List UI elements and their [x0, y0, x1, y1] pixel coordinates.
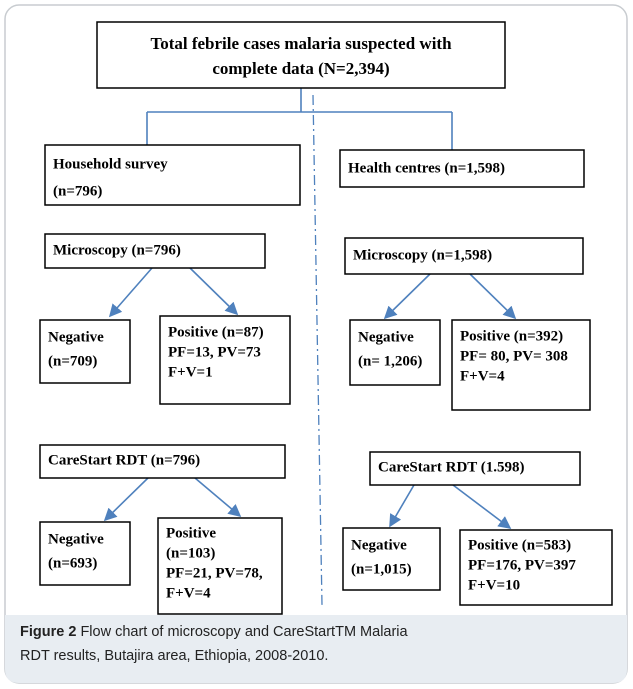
node-label: PF=21, PV=78, [166, 565, 263, 581]
node-label: PF=176, PV=397 [468, 557, 576, 573]
node-label: Positive (n=87) [168, 324, 264, 340]
node-label: Microscopy (n=1,598) [353, 247, 492, 263]
node-label: (n=796) [53, 183, 102, 199]
node-label: (n=709) [48, 353, 97, 369]
node-label: Household survey [53, 156, 168, 172]
node-label: Health centres (n=1,598) [348, 160, 505, 176]
node-label: Positive [166, 525, 216, 541]
node-box [451, 319, 591, 411]
caption-label: Figure 2 [20, 624, 76, 640]
node-label: CareStart RDT (1.598) [378, 459, 525, 475]
node-label: PF=13, PV=73 [168, 344, 261, 360]
node-box [39, 444, 286, 479]
node-label: (n=1,015) [351, 561, 412, 577]
node-box [342, 527, 441, 591]
node-box [339, 149, 585, 188]
node-box [369, 451, 581, 486]
node-label: Negative [48, 329, 104, 345]
node-label: Total febrile cases malaria suspected wi… [150, 34, 452, 53]
node-box [44, 144, 301, 206]
node-label: Negative [351, 537, 407, 553]
node-label: (n= 1,206) [358, 353, 422, 369]
node-label: PF= 80, PV= 308 [460, 348, 568, 364]
node-label: CareStart RDT (n=796) [48, 452, 200, 468]
caption-text: RDT results, Butajira area, Ethiopia, 20… [20, 648, 328, 664]
arrows [103, 267, 517, 529]
node-label: F+V=10 [468, 577, 520, 593]
node-label: Negative [358, 329, 414, 345]
node-label: F+V=4 [166, 585, 211, 601]
node-label: complete data (N=2,394) [212, 59, 389, 78]
node-label: (n=103) [166, 545, 215, 561]
node-label: F+V=1 [168, 364, 213, 380]
node-box [39, 319, 131, 384]
caption-text: Flow chart of microscopy and CareStartTM… [80, 624, 408, 640]
node-box [96, 21, 506, 89]
node-box [344, 237, 584, 275]
node-box [349, 319, 441, 386]
node-box [39, 521, 131, 586]
node-box [459, 529, 613, 606]
node-label: Positive (n=392) [460, 328, 563, 344]
node-box [159, 315, 291, 405]
node-label: Negative [48, 531, 104, 547]
node-label: F+V=4 [460, 368, 505, 384]
node-box [44, 233, 266, 269]
node-box [157, 517, 283, 615]
node-label: (n=693) [48, 555, 97, 571]
node-label: Microscopy (n=796) [53, 242, 181, 258]
caption-bg [5, 615, 627, 683]
caption: Figure 2 Flow chart of microscopy and Ca… [20, 624, 409, 640]
divider [312, 94, 323, 606]
connector [146, 88, 453, 150]
node-label: Positive (n=583) [468, 537, 571, 553]
